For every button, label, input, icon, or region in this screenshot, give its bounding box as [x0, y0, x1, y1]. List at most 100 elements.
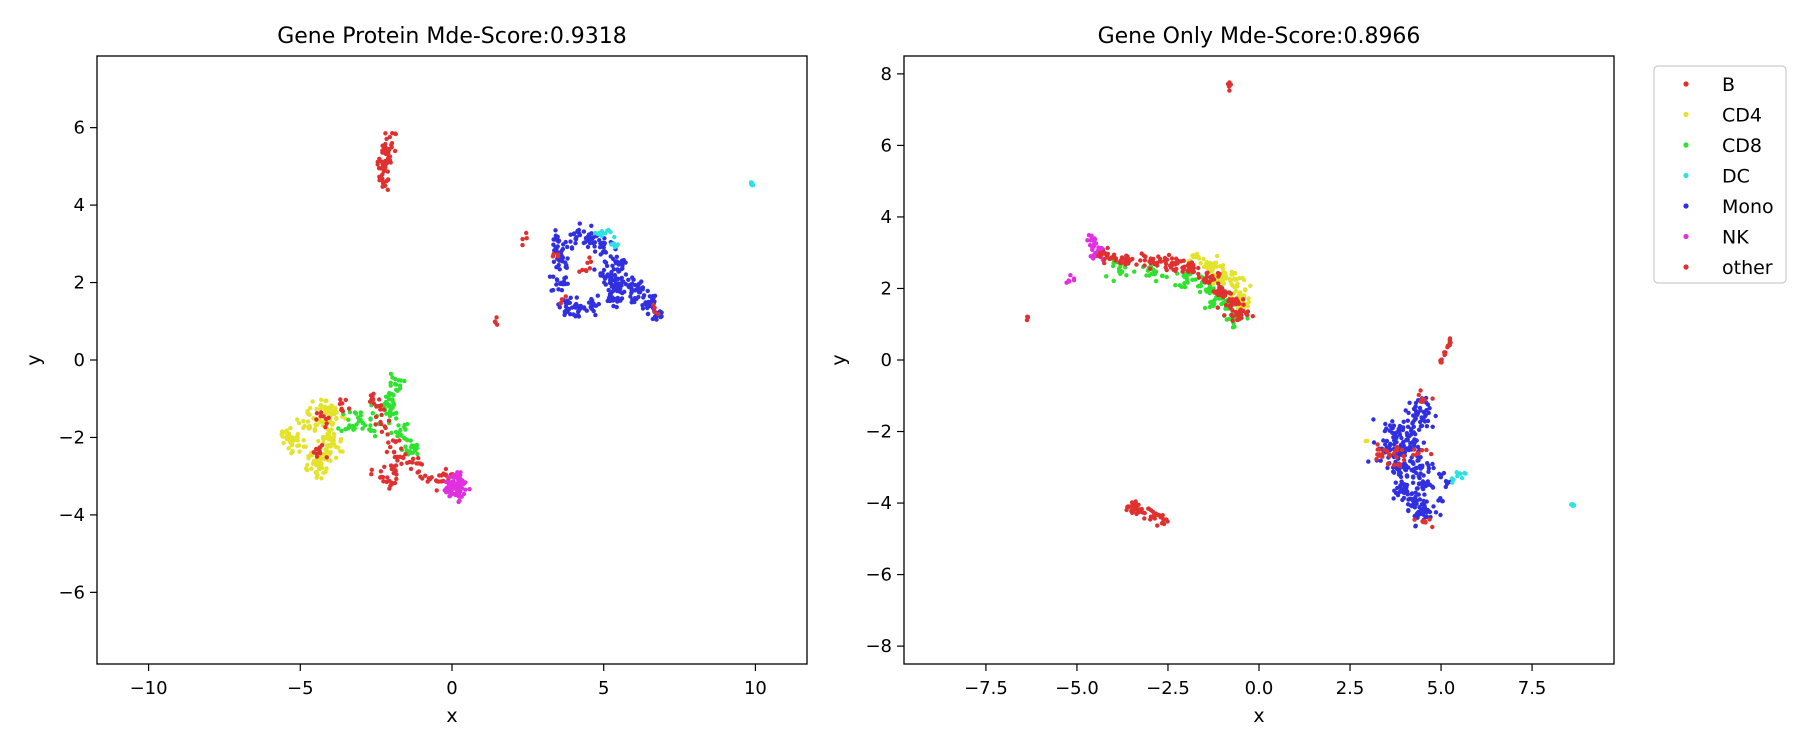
point-cd8 [1223, 306, 1228, 311]
point-cd8 [336, 426, 341, 431]
point-nk [456, 479, 461, 484]
point-mono [1403, 408, 1408, 413]
point-mono [1422, 505, 1427, 510]
point-cd4 [322, 404, 328, 409]
point-other [1241, 297, 1246, 302]
point-mono [1409, 467, 1414, 473]
legend-label-other: other [1722, 257, 1773, 279]
point-other [651, 302, 656, 308]
point-mono [577, 221, 582, 226]
point-cd4 [321, 470, 326, 475]
point-cd4 [1196, 254, 1201, 259]
point-other [338, 397, 343, 402]
point-mono [598, 252, 603, 257]
left-chart-title: Gene Protein Mde-Score:0.9318 [277, 24, 627, 49]
point-other [1418, 388, 1423, 393]
point-cd4 [330, 421, 335, 426]
point-cd4 [304, 467, 310, 473]
point-mono [555, 238, 560, 243]
y-tick-label: 6 [74, 118, 85, 139]
point-cd8 [1207, 290, 1212, 296]
point-cd8 [1164, 274, 1169, 280]
point-cd4 [1201, 264, 1207, 269]
point-cd4 [307, 405, 313, 411]
point-mono [1410, 474, 1416, 479]
point-cd4 [1235, 284, 1240, 289]
point-other [1148, 517, 1153, 522]
point-mono [645, 305, 650, 311]
point-mono [598, 271, 603, 276]
point-other [1125, 504, 1130, 510]
point-other [1133, 499, 1138, 504]
point-cd8 [1185, 280, 1190, 285]
point-mono [1393, 480, 1399, 485]
point-other [1196, 271, 1201, 277]
point-other [1416, 451, 1421, 456]
point-mono [1413, 523, 1418, 528]
point-other [1180, 269, 1185, 274]
point-mono [617, 269, 622, 274]
point-nk [446, 474, 452, 479]
point-mono [1385, 465, 1390, 471]
point-nk [444, 490, 449, 495]
point-mono [629, 300, 634, 305]
left-scatter-panel: Gene Protein Mde-Score:0.9318 −10 −5 0 5 10 … [23, 24, 808, 727]
point-cd4 [338, 437, 344, 442]
point-other [337, 401, 343, 407]
point-cd4 [288, 425, 293, 431]
point-mono [1441, 470, 1447, 476]
point-mono [1413, 400, 1419, 406]
point-other [1206, 280, 1212, 285]
point-other [1216, 281, 1221, 286]
point-cd4 [331, 441, 337, 447]
point-nk [452, 472, 457, 478]
point-other [317, 448, 322, 454]
y-tick-label: −2 [865, 422, 892, 443]
point-mono [1411, 424, 1417, 429]
point-nk [1089, 243, 1094, 249]
y-tick-label: 6 [881, 135, 892, 156]
point-other [1165, 519, 1170, 524]
point-other [381, 479, 386, 484]
point-mono [610, 263, 615, 268]
point-other [1124, 257, 1130, 262]
point-mono [631, 277, 636, 282]
point-other [377, 397, 382, 402]
y-tick-label: 8 [881, 64, 892, 85]
point-other [382, 158, 388, 164]
point-mono [584, 308, 589, 313]
point-other [1205, 270, 1210, 275]
point-mono [1400, 497, 1405, 503]
point-mono [1399, 479, 1404, 484]
point-other [1401, 457, 1407, 463]
point-cd8 [387, 413, 393, 419]
point-mono [1406, 410, 1411, 416]
point-mono [1416, 481, 1422, 486]
point-other [346, 406, 352, 411]
point-other [423, 473, 428, 478]
left-x-ticks: −10 −5 0 5 10 [130, 664, 767, 699]
point-cd8 [1245, 316, 1250, 321]
point-other [393, 131, 398, 137]
point-other [577, 269, 582, 274]
point-mono [592, 267, 597, 272]
point-mono [1418, 455, 1423, 460]
point-mono [626, 277, 631, 282]
point-other [1171, 260, 1176, 266]
point-mono [569, 305, 575, 310]
point-nk [452, 481, 458, 487]
point-other [524, 236, 529, 241]
point-mono [592, 249, 598, 254]
point-mono [1413, 404, 1418, 410]
point-nk [1092, 236, 1097, 241]
point-cd4 [316, 466, 322, 471]
point-mono [614, 254, 619, 259]
point-mono [585, 234, 590, 240]
point-mono [1405, 418, 1411, 423]
point-cd8 [1207, 284, 1213, 290]
point-mono [609, 274, 614, 279]
point-mono [637, 290, 643, 295]
point-cd4 [1233, 271, 1238, 276]
point-mono [1422, 414, 1428, 419]
point-mono [1366, 459, 1371, 464]
